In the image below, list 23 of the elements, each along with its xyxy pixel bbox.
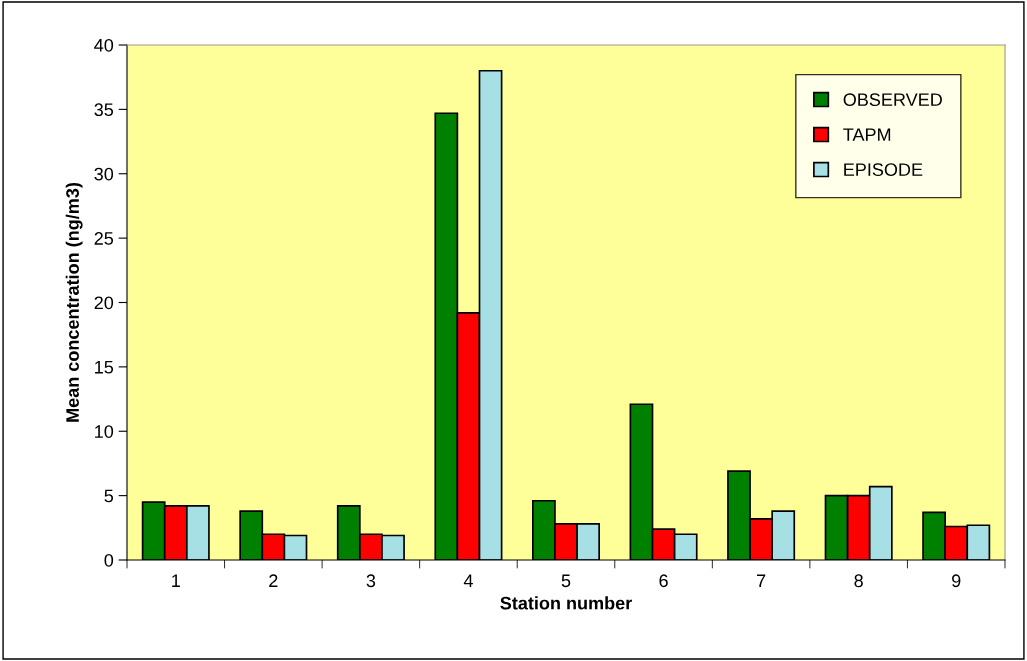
y-tick-label: 35	[94, 103, 114, 117]
x-tick-label: 8	[854, 574, 863, 588]
x-tick-label: 3	[366, 574, 376, 588]
y-tick-label: 0	[104, 553, 114, 567]
y-tick-label: 40	[94, 38, 114, 52]
x-axis-title: Station number	[500, 596, 632, 610]
legend-label: TAPM	[843, 128, 891, 141]
y-tick-label: 15	[95, 361, 114, 374]
y-tick-label: 5	[104, 489, 114, 503]
y-tick-label: 10	[95, 425, 114, 438]
x-tick-label: 5	[561, 574, 571, 588]
x-tick-label: 7	[757, 574, 766, 587]
y-tick-label: 30	[94, 167, 114, 181]
x-tick-label: 4	[463, 574, 473, 587]
y-tick-label: 25	[94, 232, 114, 245]
legend-label: EPISODE	[844, 163, 923, 177]
x-tick-label: 1	[172, 574, 180, 587]
y-tick-label: 20	[94, 296, 114, 310]
legend-label: OBSERVED	[843, 93, 942, 107]
x-tick-label: 9	[952, 574, 961, 588]
y-axis-title: Mean concentration (ng/m3)	[65, 183, 83, 422]
x-tick-label: 6	[659, 574, 668, 588]
x-tick-label: 2	[269, 574, 278, 587]
